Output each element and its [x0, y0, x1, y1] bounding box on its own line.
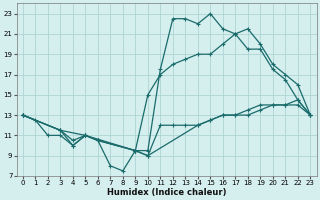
X-axis label: Humidex (Indice chaleur): Humidex (Indice chaleur) — [107, 188, 226, 197]
